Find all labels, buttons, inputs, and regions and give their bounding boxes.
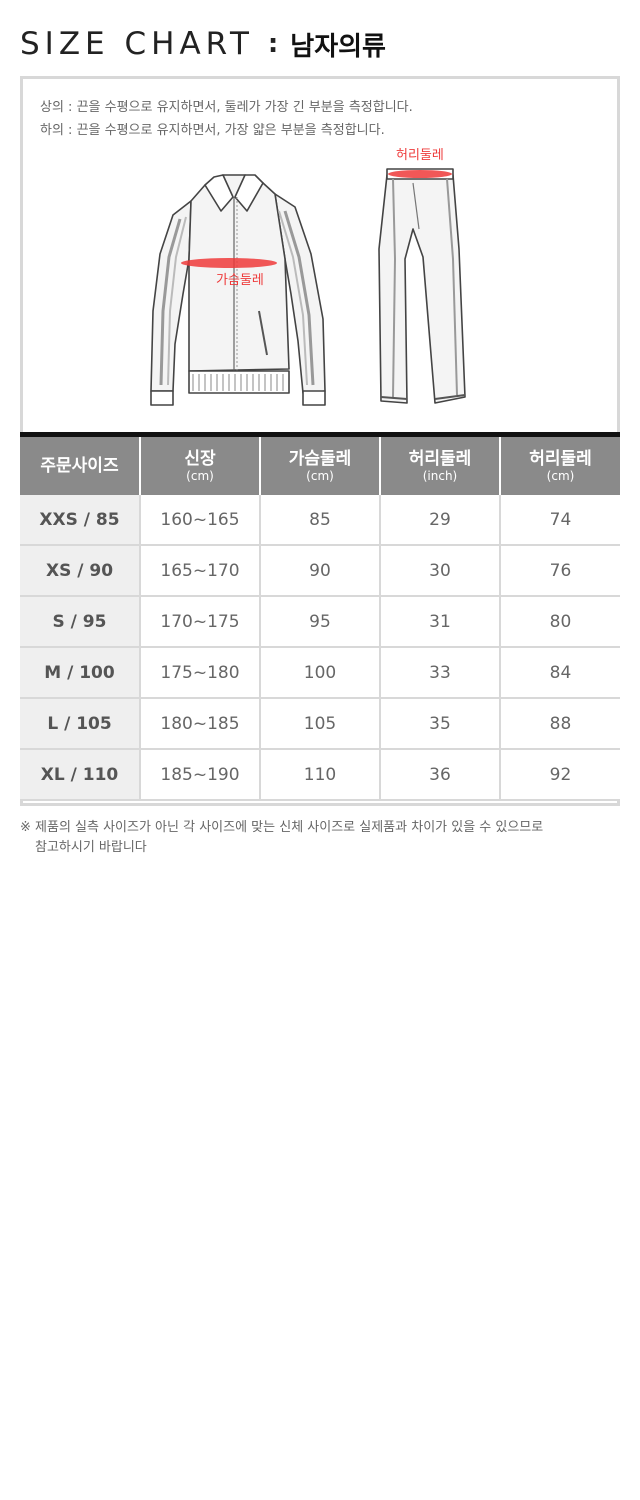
jacket-illustration bbox=[150, 174, 326, 406]
height-cell: 175~180 bbox=[140, 647, 261, 699]
footnote-line-2: 참고하시기 바랍니다 bbox=[35, 840, 147, 855]
waist-inch-cell: 36 bbox=[380, 749, 501, 801]
size-cell: XS / 90 bbox=[20, 545, 141, 597]
header-unit: (cm) bbox=[546, 468, 575, 483]
header-label: 허리둘레 bbox=[529, 448, 592, 469]
header-label: 주문사이즈 bbox=[40, 455, 119, 476]
waist-cm-cell: 84 bbox=[500, 647, 620, 699]
page-title: SIZE CHART : 남자의류 bbox=[20, 22, 386, 66]
title-english: SIZE CHART bbox=[20, 26, 254, 62]
title-separator: : bbox=[267, 29, 279, 59]
footnote-line-1: ※ 제품의 실측 사이즈가 아닌 각 사이즈에 맞는 신체 사이즈로 실제품과 … bbox=[20, 820, 544, 835]
table-header-row: 주문사이즈 신장 (cm) 가슴둘레 (cm) 허리둘레 (inch) 허리둘레… bbox=[20, 437, 620, 495]
header-label: 가슴둘레 bbox=[288, 448, 352, 469]
note-top: 상의 : 끈을 수평으로 유지하면서, 둘레가 가장 긴 부분을 측정합니다. bbox=[40, 100, 413, 115]
title-category: 남자의류 bbox=[290, 31, 386, 62]
footnote: ※ 제품의 실측 사이즈가 아닌 각 사이즈에 맞는 신체 사이즈로 실제품과 … bbox=[20, 818, 620, 858]
header-waist-inch: 허리둘레 (inch) bbox=[380, 437, 501, 495]
header-unit: (cm) bbox=[306, 468, 334, 483]
chest-cell: 105 bbox=[260, 698, 381, 750]
chest-cell: 85 bbox=[260, 495, 381, 546]
waist-inch-cell: 35 bbox=[380, 698, 501, 750]
header-height: 신장 (cm) bbox=[140, 437, 261, 495]
table-top-rule bbox=[20, 432, 620, 437]
header-waist-cm: 허리둘레 (cm) bbox=[500, 437, 620, 495]
garment-illustration: 가슴둘레 허리둘레 bbox=[150, 148, 466, 406]
height-cell: 180~185 bbox=[140, 698, 261, 750]
table-row: M / 100 175~180 100 33 84 bbox=[20, 647, 620, 699]
table-row: XS / 90 165~170 90 30 76 bbox=[20, 545, 620, 597]
waist-inch-cell: 33 bbox=[380, 647, 501, 699]
size-table: 주문사이즈 신장 (cm) 가슴둘레 (cm) 허리둘레 (inch) 허리둘레… bbox=[20, 437, 620, 801]
chest-cell: 95 bbox=[260, 596, 381, 648]
waist-cm-cell: 74 bbox=[500, 495, 620, 546]
table-row: XXS / 85 160~165 85 29 74 bbox=[20, 495, 620, 546]
size-cell: XXS / 85 bbox=[20, 495, 141, 546]
measurement-notes: 상의 : 끈을 수평으로 유지하면서, 둘레가 가장 긴 부분을 측정합니다. … bbox=[40, 96, 413, 142]
pants-illustration bbox=[378, 168, 466, 404]
chest-cell: 110 bbox=[260, 749, 381, 801]
waist-label: 허리둘레 bbox=[396, 148, 444, 163]
header-label: 허리둘레 bbox=[408, 448, 472, 469]
waist-inch-cell: 29 bbox=[380, 495, 501, 546]
waist-cm-cell: 80 bbox=[500, 596, 620, 648]
chest-label: 가슴둘레 bbox=[216, 273, 264, 288]
note-bottom: 하의 : 끈을 수평으로 유지하면서, 가장 얇은 부분을 측정합니다. bbox=[40, 123, 385, 138]
header-chest: 가슴둘레 (cm) bbox=[260, 437, 381, 495]
table-row: XL / 110 185~190 110 36 92 bbox=[20, 749, 620, 801]
waist-inch-cell: 31 bbox=[380, 596, 501, 648]
size-cell: L / 105 bbox=[20, 698, 141, 750]
measurement-guide: 상의 : 끈을 수평으로 유지하면서, 둘레가 가장 긴 부분을 측정합니다. … bbox=[23, 79, 617, 434]
header-unit: (cm) bbox=[186, 468, 214, 483]
header-label: 신장 bbox=[184, 448, 216, 469]
height-cell: 160~165 bbox=[140, 495, 261, 546]
table-row: S / 95 170~175 95 31 80 bbox=[20, 596, 620, 648]
chest-measure-mark bbox=[181, 258, 277, 268]
size-cell: S / 95 bbox=[20, 596, 141, 648]
table-row: L / 105 180~185 105 35 88 bbox=[20, 698, 620, 750]
chest-cell: 90 bbox=[260, 545, 381, 597]
height-cell: 165~170 bbox=[140, 545, 261, 597]
height-cell: 170~175 bbox=[140, 596, 261, 648]
waist-cm-cell: 92 bbox=[500, 749, 620, 801]
chest-cell: 100 bbox=[260, 647, 381, 699]
header-order-size: 주문사이즈 bbox=[20, 437, 141, 495]
size-cell: M / 100 bbox=[20, 647, 141, 699]
size-chart-frame: 상의 : 끈을 수평으로 유지하면서, 둘레가 가장 긴 부분을 측정합니다. … bbox=[20, 76, 620, 806]
waist-cm-cell: 88 bbox=[500, 698, 620, 750]
size-cell: XL / 110 bbox=[20, 749, 141, 801]
waist-cm-cell: 76 bbox=[500, 545, 620, 597]
waist-measure-mark bbox=[388, 170, 452, 178]
header-unit: (inch) bbox=[422, 468, 458, 483]
height-cell: 185~190 bbox=[140, 749, 261, 801]
waist-inch-cell: 30 bbox=[380, 545, 501, 597]
